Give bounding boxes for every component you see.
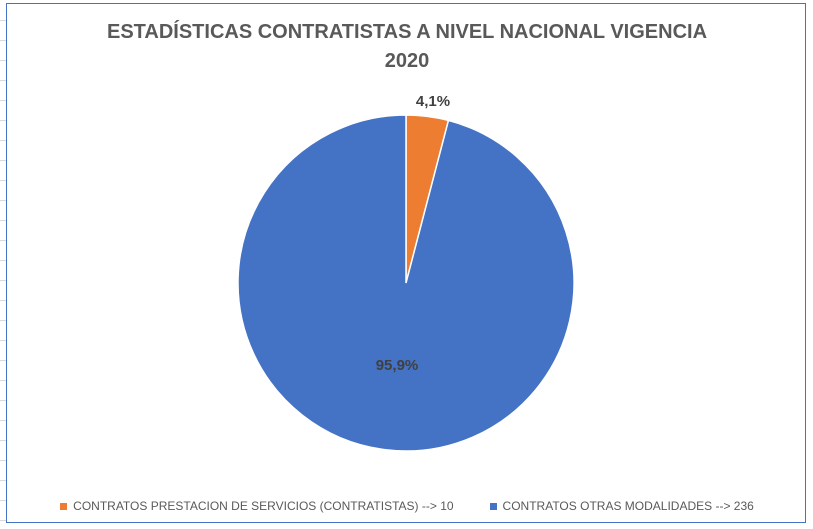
chart-title: ESTADÍSTICAS CONTRATISTAS A NIVEL NACION… <box>7 18 807 76</box>
sheet-gridline <box>0 400 6 401</box>
sheet-gridline <box>0 440 6 441</box>
sheet-gridline <box>0 60 6 61</box>
sheet-gridline <box>0 120 6 121</box>
sheet-gridline <box>0 380 6 381</box>
sheet-gridline <box>0 220 6 221</box>
chart-title-line-2: 2020 <box>384 50 430 72</box>
sheet-gridline <box>0 480 6 481</box>
sheet-gridline <box>0 500 6 501</box>
sheet-gridline <box>0 300 6 301</box>
legend-item-otras: CONTRATOS OTRAS MODALIDADES --> 236 <box>489 498 754 514</box>
pie-chart: 4,1% 95,9% <box>237 93 575 452</box>
sheet-gridline <box>0 40 6 41</box>
legend-swatch-otras <box>489 502 497 510</box>
chart-area[interactable]: ESTADÍSTICAS CONTRATISTAS A NIVEL NACION… <box>6 3 806 523</box>
pie-slice-otras[interactable] <box>237 114 575 452</box>
sheet-gridline <box>0 140 6 141</box>
sheet-gridline <box>0 340 6 341</box>
sheet-gridline <box>0 160 6 161</box>
sheet-gridline <box>0 260 6 261</box>
sheet-gridline <box>0 460 6 461</box>
sheet-gridline <box>0 520 6 521</box>
sheet-gridline <box>0 100 6 101</box>
legend-swatch-prestacion <box>60 502 68 510</box>
sheet-gridline <box>0 320 6 321</box>
sheet-gridline <box>0 420 6 421</box>
data-label-prestacion: 4,1% <box>416 93 450 110</box>
sheet-gridline <box>0 20 6 21</box>
legend-label-prestacion: CONTRATOS PRESTACION DE SERVICIOS (CONTR… <box>73 499 454 513</box>
legend-label-otras: CONTRATOS OTRAS MODALIDADES --> 236 <box>502 499 754 513</box>
sheet-gridline <box>0 200 6 201</box>
sheet-gridline <box>0 180 6 181</box>
sheet-gridline <box>0 360 6 361</box>
legend-item-prestacion: CONTRATOS PRESTACION DE SERVICIOS (CONTR… <box>60 498 454 514</box>
sheet-gridline <box>0 80 6 81</box>
data-label-otras: 95,9% <box>376 357 419 374</box>
chart-legend: CONTRATOS PRESTACION DE SERVICIOS (CONTR… <box>7 498 807 514</box>
sheet-gridline <box>0 240 6 241</box>
sheet-gridline <box>0 280 6 281</box>
chart-title-line-1: ESTADÍSTICAS CONTRATISTAS A NIVEL NACION… <box>106 21 708 43</box>
